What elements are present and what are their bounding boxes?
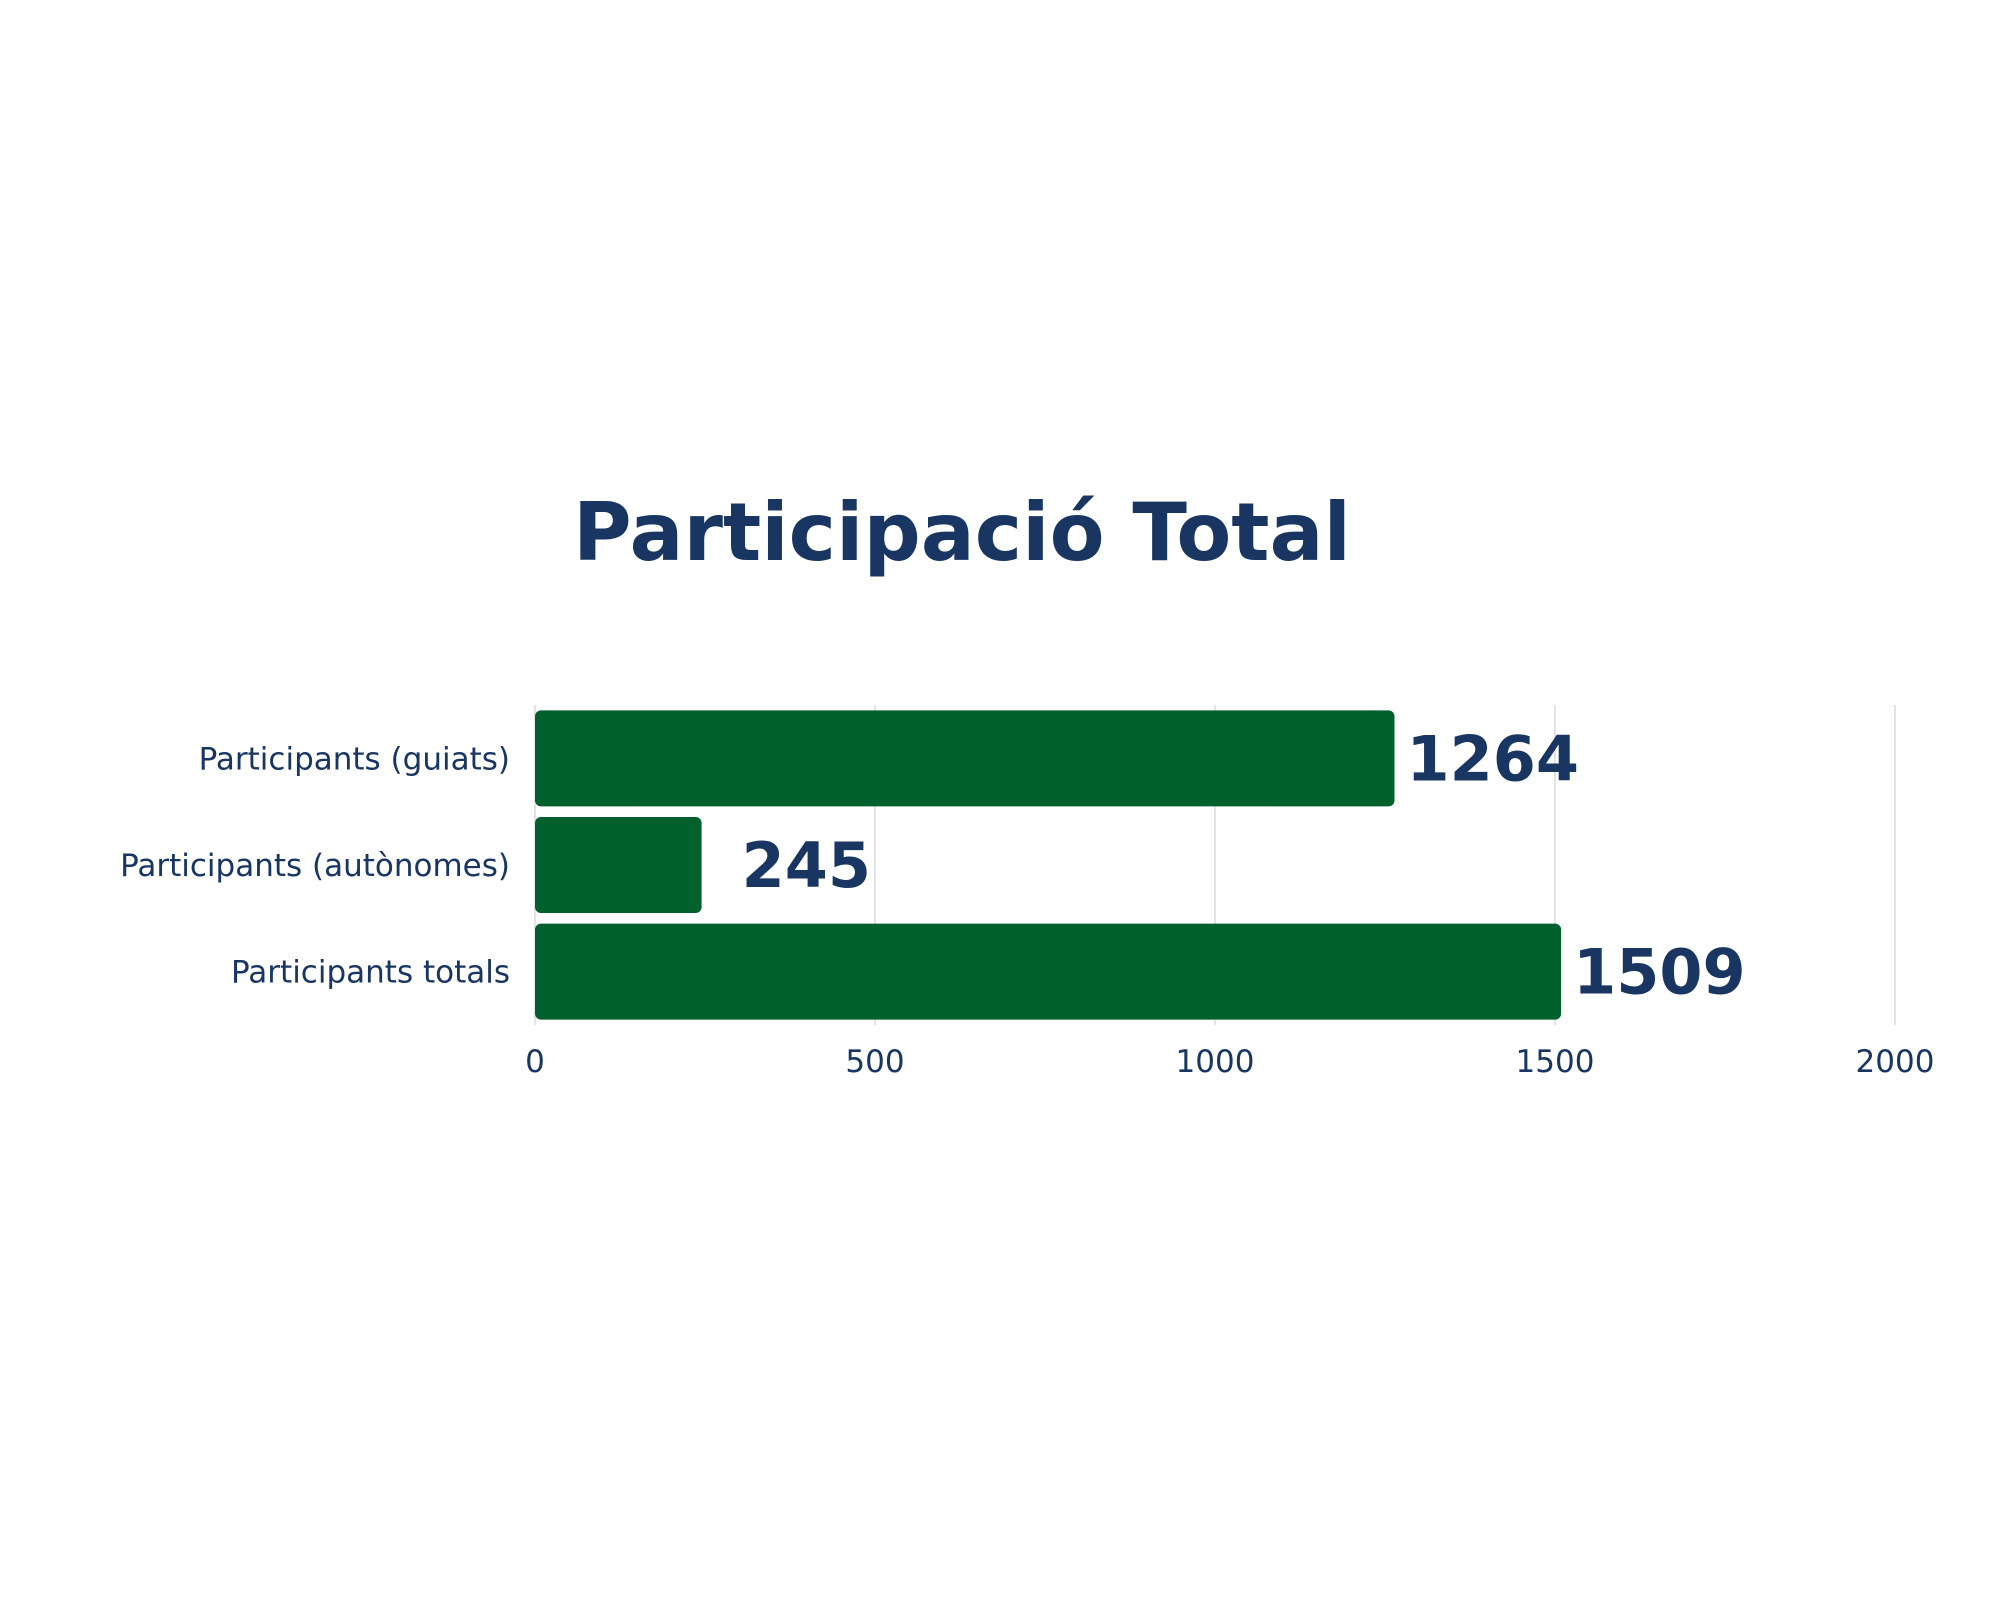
- bar: [535, 923, 1562, 1020]
- value-label: 245: [742, 829, 871, 902]
- bar: [535, 817, 702, 913]
- x-tick-label: 1000: [1176, 1044, 1255, 1080]
- x-tick-label: 500: [845, 1044, 904, 1080]
- category-label: Participants totals: [231, 955, 510, 991]
- bar: [535, 710, 1395, 807]
- category-label: Participants (guiats): [199, 741, 510, 777]
- value-label: 1509: [1573, 936, 1746, 1009]
- x-tick-label: 2000: [1856, 1044, 1935, 1080]
- value-label: 1264: [1407, 722, 1580, 795]
- labels: 0 500 1000 1500 2000 Participants (guiats) 126…: [120, 722, 1934, 1080]
- x-tick-label: 0: [525, 1044, 545, 1080]
- category-label: Participants (autònomes): [120, 848, 510, 884]
- bars: [535, 710, 1562, 1020]
- chart-title: Participació Total: [573, 486, 1351, 579]
- x-tick-label: 1500: [1516, 1044, 1595, 1080]
